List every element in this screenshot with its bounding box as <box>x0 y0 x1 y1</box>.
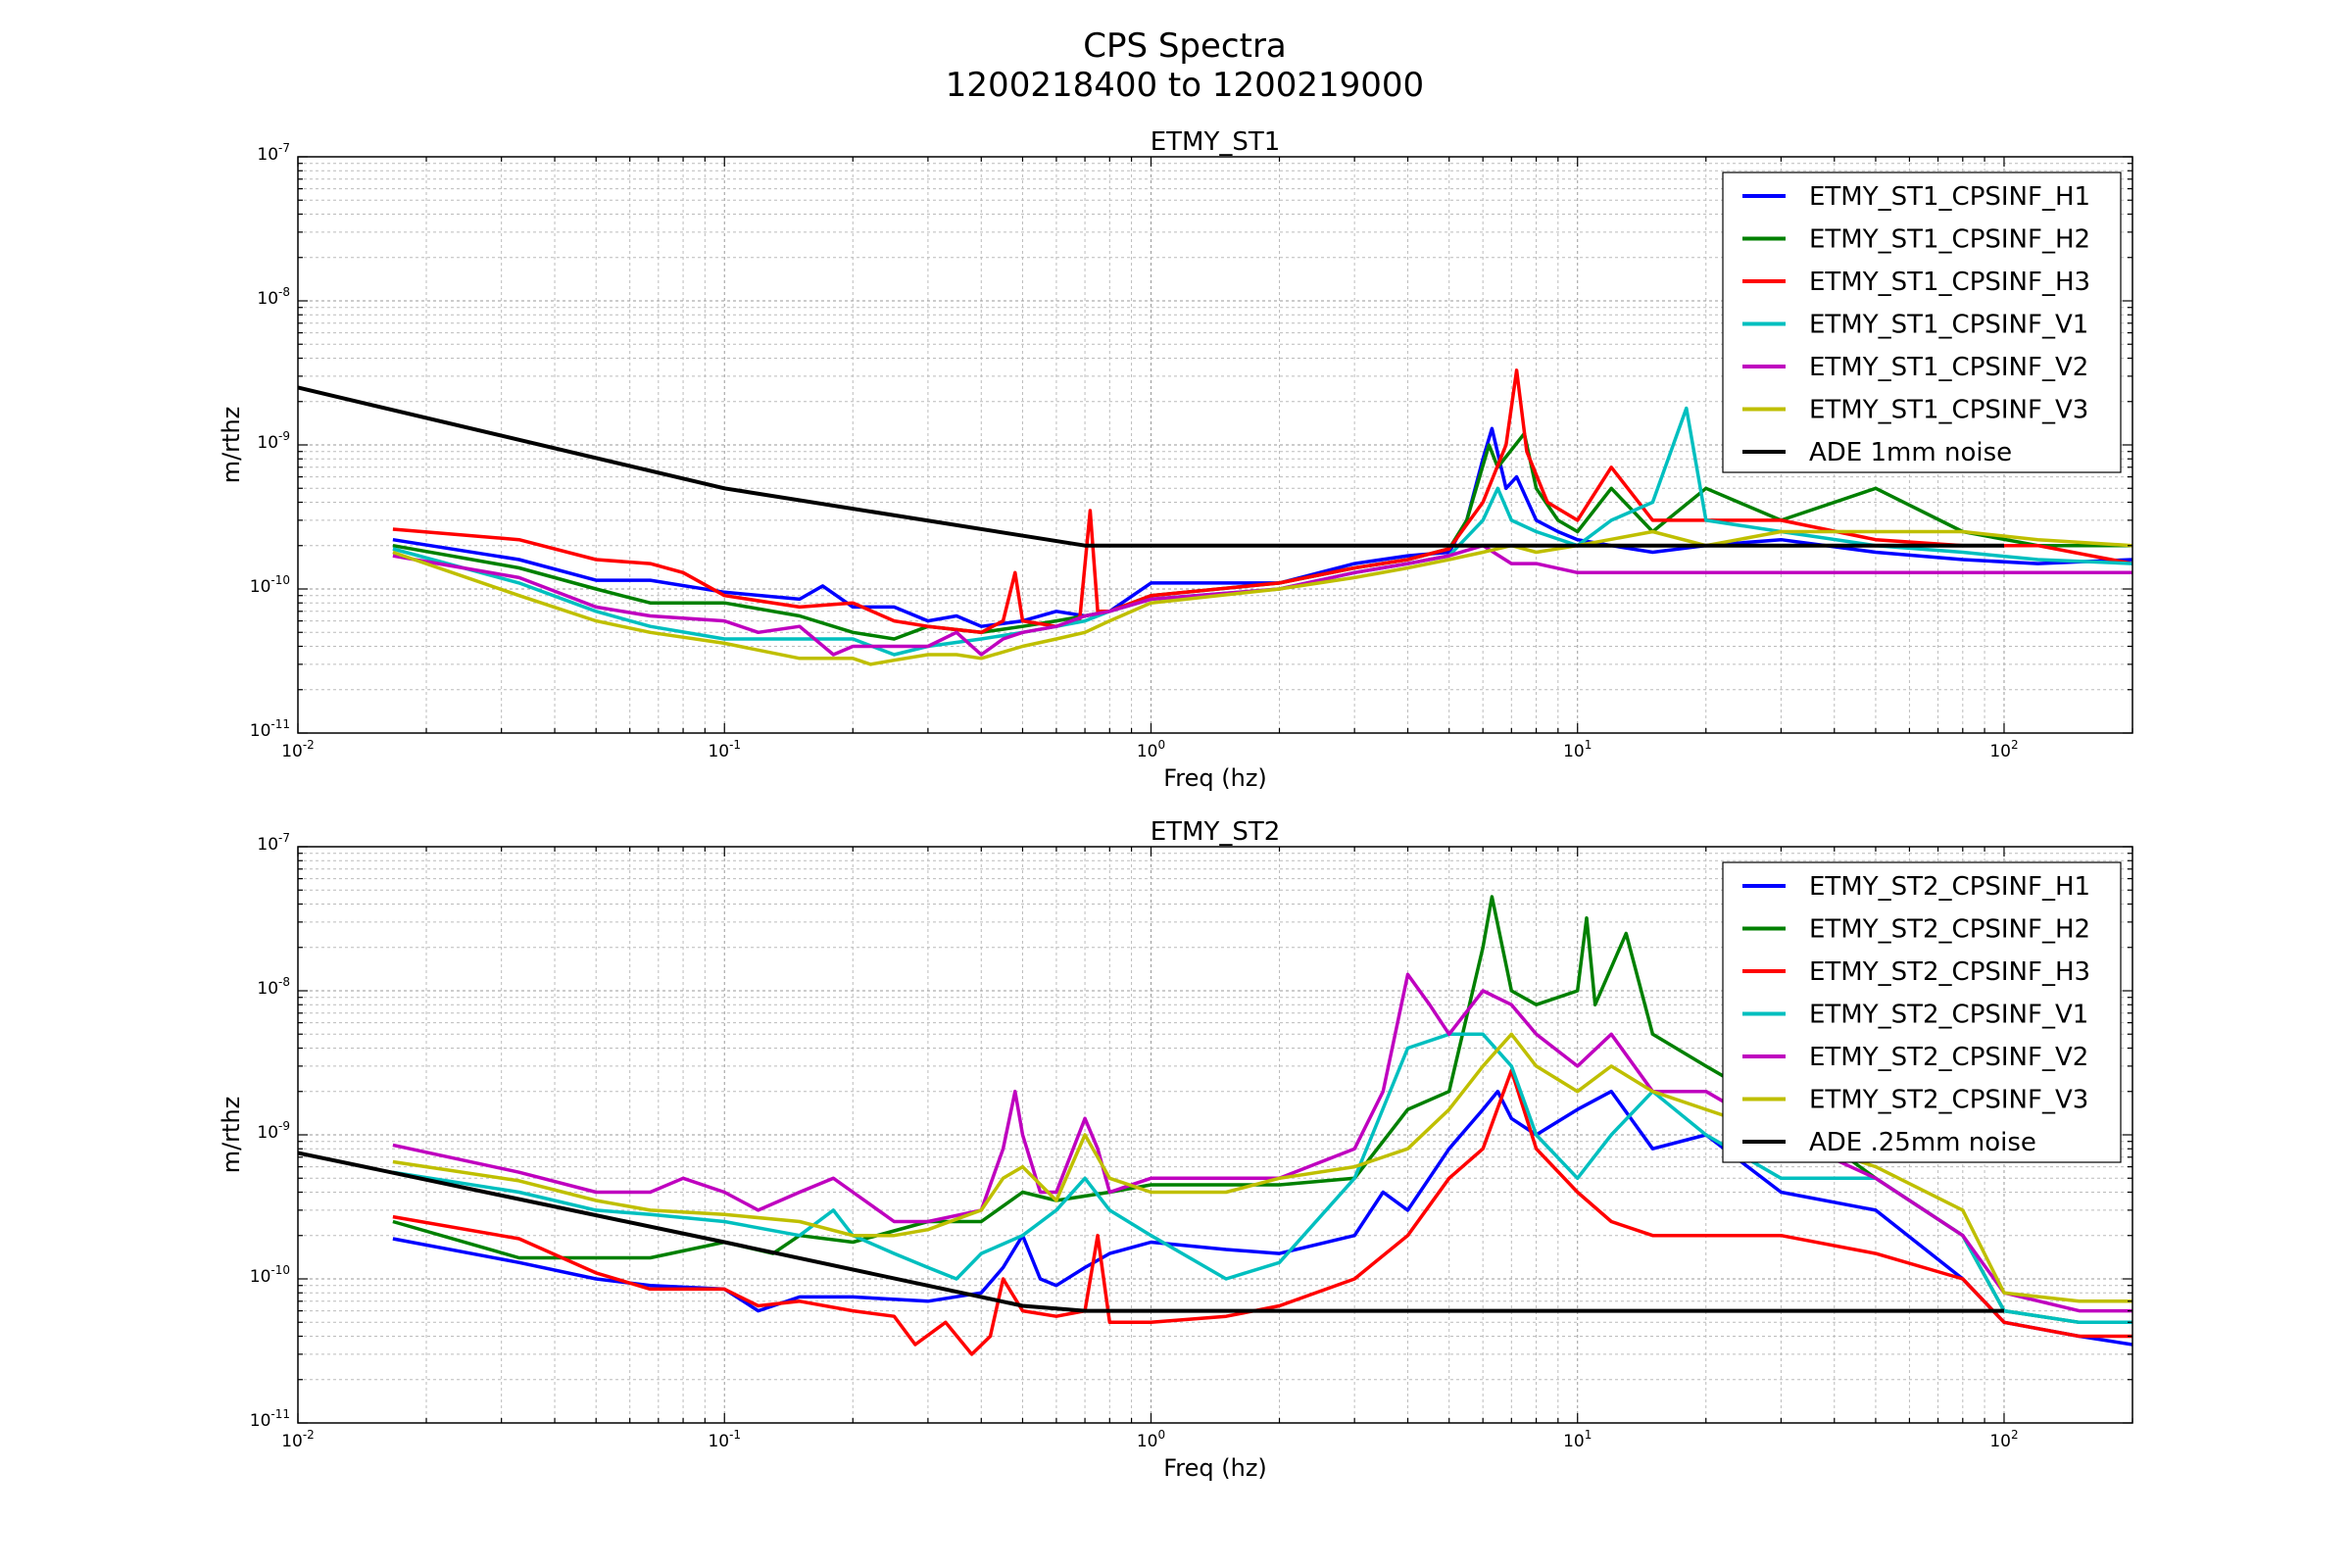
series-line-etmy-st1-cpsinf-h3 <box>392 368 2132 635</box>
x-tick-label: 101 <box>1563 1428 1592 1451</box>
y-tick-label: 10-9 <box>257 1119 290 1143</box>
series-line-ade-25mm-noise <box>298 1151 2004 1313</box>
tick-marks <box>297 156 2133 734</box>
panel-etmy-st1: ETMY_ST1 10-2 10-1 100 101 102 10-11 10-10 10-9… <box>218 127 2133 792</box>
tick-labels: 10-2 10-1 100 101 102 10-11 10-10 10-9 10-8 10-7 <box>250 831 2019 1451</box>
y-tick-label: 10-10 <box>250 1263 290 1287</box>
legend-label: ETMY_ST2_CPSINF_V1 <box>1809 1001 2088 1030</box>
legend-label: ETMY_ST1_CPSINF_H2 <box>1809 225 2090 255</box>
legend-label: ETMY_ST1_CPSINF_V2 <box>1809 353 2088 382</box>
series-line-etmy-st1-cpsinf-h1 <box>392 426 2132 628</box>
x-axis-label: Freq (hz) <box>1163 764 1267 792</box>
y-tick-label: 10-7 <box>257 831 290 855</box>
legend-label: ETMY_ST2_CPSINF_H3 <box>1809 957 2090 987</box>
y-tick-label: 10-11 <box>250 717 290 741</box>
legend: ETMY_ST1_CPSINF_H1 ETMY_ST1_CPSINF_H2 ETMY… <box>1722 172 2122 473</box>
figure-title: CPS Spectra <box>1083 26 1287 66</box>
series-line-etmy-st2-cpsinf-v2 <box>392 972 2132 1313</box>
x-tick-label: 10-2 <box>281 738 315 761</box>
tick-marks <box>297 846 2133 1424</box>
x-axis-label: Freq (hz) <box>1163 1454 1267 1482</box>
legend-box <box>1722 861 2122 1163</box>
x-tick-label: 102 <box>1989 1428 2018 1451</box>
plot-area: 10-2 10-1 100 101 102 10-11 10-10 10-9 10-8 10-7 E… <box>250 831 2133 1451</box>
series-line-etmy-st2-cpsinf-h3 <box>392 1068 2132 1356</box>
y-axis-label: m/rthz <box>218 1097 245 1174</box>
x-tick-label: 102 <box>1989 738 2018 761</box>
x-tick-label: 10-2 <box>281 1428 315 1451</box>
panel-etmy-st2: ETMY_ST2 10-2 10-1 100 101 102 10-11 10-10 10-9… <box>218 817 2133 1482</box>
x-tick-label: 10-1 <box>708 1428 741 1451</box>
legend-label: ADE 1mm noise <box>1809 438 2012 467</box>
x-tick-label: 100 <box>1137 1428 1165 1451</box>
figure-subtitle: 1200218400 to 1200219000 <box>946 66 1424 105</box>
y-axis-label: m/rthz <box>218 407 245 484</box>
series-line-etmy-st1-cpsinf-v2 <box>392 543 2132 657</box>
legend-label: ETMY_ST1_CPSINF_V1 <box>1809 311 2088 340</box>
legend-label: ETMY_ST2_CPSINF_V2 <box>1809 1043 2088 1072</box>
legend-label: ETMY_ST1_CPSINF_H3 <box>1809 268 2090 297</box>
y-tick-label: 10-7 <box>257 141 290 165</box>
series-line-ade-1mm-noise <box>298 385 2004 548</box>
legend-label: ETMY_ST1_CPSINF_H1 <box>1809 182 2090 212</box>
plot-area: 10-2 10-1 100 101 102 10-11 10-10 10-9 10-8 10-7 E… <box>250 141 2133 761</box>
x-tick-label: 100 <box>1137 738 1165 761</box>
legend-box <box>1722 172 2122 473</box>
panel-title: ETMY_ST1 <box>1151 127 1281 157</box>
legend-label: ETMY_ST2_CPSINF_V3 <box>1809 1086 2088 1115</box>
y-tick-label: 10-11 <box>250 1407 290 1431</box>
x-tick-label: 10-1 <box>708 738 741 761</box>
legend-label: ETMY_ST2_CPSINF_H2 <box>1809 915 2090 945</box>
series-line-etmy-st1-cpsinf-v3 <box>392 529 2132 666</box>
tick-labels: 10-2 10-1 100 101 102 10-11 10-10 10-9 10-8 10-7 <box>250 141 2019 761</box>
legend-label: ADE .25mm noise <box>1809 1128 2036 1157</box>
legend: ETMY_ST2_CPSINF_H1 ETMY_ST2_CPSINF_H2 ETMY… <box>1722 861 2122 1163</box>
y-tick-label: 10-9 <box>257 429 290 453</box>
legend-label: ETMY_ST1_CPSINF_V3 <box>1809 396 2088 425</box>
legend-label: ETMY_ST2_CPSINF_H1 <box>1809 872 2090 902</box>
x-tick-label: 101 <box>1563 738 1592 761</box>
series-group <box>298 368 2132 666</box>
y-tick-label: 10-8 <box>257 975 290 999</box>
panel-title: ETMY_ST2 <box>1151 817 1281 847</box>
y-tick-label: 10-8 <box>257 285 290 309</box>
y-tick-label: 10-10 <box>250 573 290 597</box>
